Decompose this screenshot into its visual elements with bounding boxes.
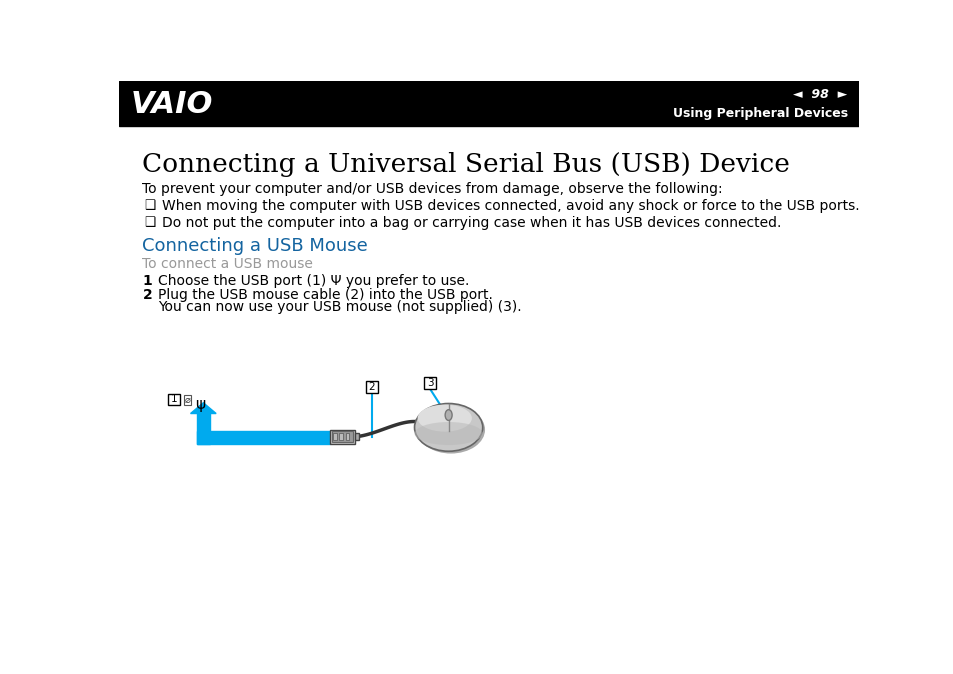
Text: 2: 2 <box>142 288 152 302</box>
Text: To prevent your computer and/or USB devices from damage, observe the following:: To prevent your computer and/or USB devi… <box>142 182 722 195</box>
Text: You can now use your USB mouse (not supplied) (3).: You can now use your USB mouse (not supp… <box>158 301 521 314</box>
Text: ⌀: ⌀ <box>184 395 191 405</box>
Ellipse shape <box>417 404 472 431</box>
Text: ψ: ψ <box>195 396 205 412</box>
Text: Connecting a Universal Serial Bus (USB) Device: Connecting a Universal Serial Bus (USB) … <box>142 152 789 177</box>
FancyBboxPatch shape <box>365 381 377 393</box>
Bar <box>345 433 349 441</box>
Bar <box>119 81 858 126</box>
Bar <box>355 433 359 441</box>
Bar <box>196 412 210 444</box>
Text: ◄  98  ►: ◄ 98 ► <box>793 88 847 101</box>
FancyBboxPatch shape <box>423 377 436 389</box>
Text: 2: 2 <box>368 382 375 392</box>
Text: VAIO: VAIO <box>131 90 213 119</box>
Text: 3: 3 <box>426 378 433 388</box>
Bar <box>196 431 330 444</box>
Text: When moving the computer with USB devices connected, avoid any shock or force to: When moving the computer with USB device… <box>162 199 859 213</box>
Text: 1: 1 <box>142 274 152 288</box>
Text: ❑: ❑ <box>144 199 155 212</box>
FancyBboxPatch shape <box>168 394 180 405</box>
Text: Do not put the computer into a bag or carrying case when it has USB devices conn: Do not put the computer into a bag or ca… <box>162 216 781 230</box>
Text: To connect a USB mouse: To connect a USB mouse <box>142 257 313 271</box>
Polygon shape <box>191 403 216 414</box>
Text: 1: 1 <box>171 394 177 404</box>
Bar <box>330 430 355 443</box>
Bar <box>339 433 343 441</box>
Ellipse shape <box>416 406 484 454</box>
Text: Choose the USB port (1) Ψ you prefer to use.: Choose the USB port (1) Ψ you prefer to … <box>158 274 469 288</box>
Ellipse shape <box>445 410 452 421</box>
Ellipse shape <box>415 422 482 445</box>
Text: Connecting a USB Mouse: Connecting a USB Mouse <box>142 237 368 255</box>
Bar <box>333 433 336 441</box>
Bar <box>332 431 353 442</box>
Text: Plug the USB mouse cable (2) into the USB port.: Plug the USB mouse cable (2) into the US… <box>158 288 493 302</box>
Text: Using Peripheral Devices: Using Peripheral Devices <box>672 107 847 120</box>
Bar <box>184 395 191 405</box>
Ellipse shape <box>415 404 482 452</box>
Text: ❑: ❑ <box>144 216 155 228</box>
